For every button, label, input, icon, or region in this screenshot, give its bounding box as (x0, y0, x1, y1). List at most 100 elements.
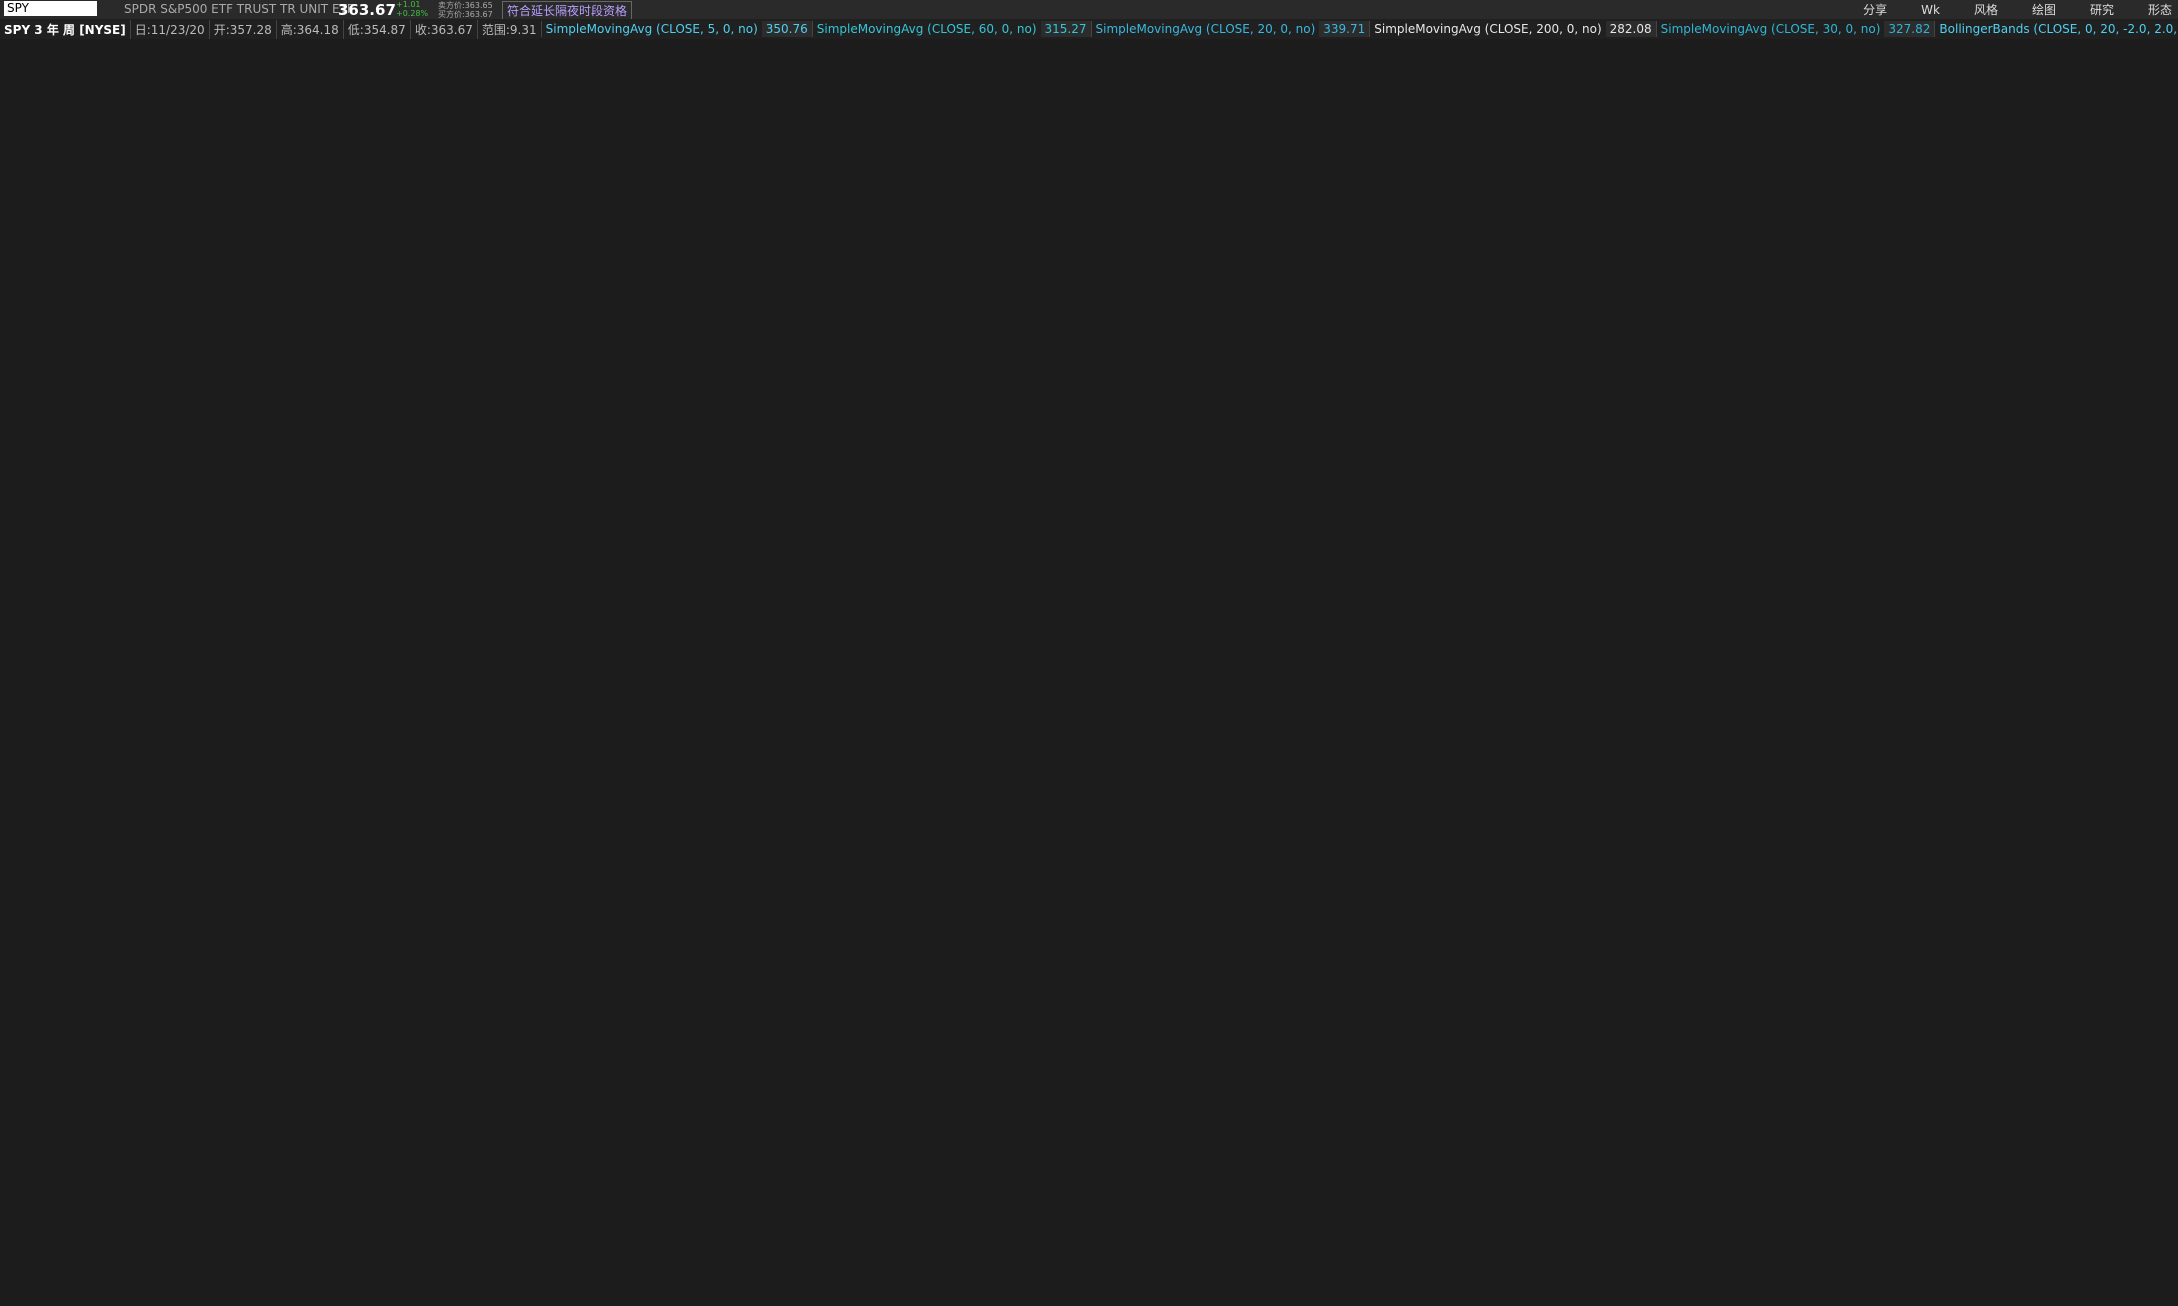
y-tick-label: 320 (2131, 238, 2154, 252)
macd-histogram-bar (1169, 856, 1178, 870)
study-name[interactable]: SimpleMovingAvg (CLOSE, 200, 0, no) (1369, 21, 1605, 37)
toolbar-button[interactable]: 分享 (1863, 3, 1888, 17)
study-name[interactable]: SimpleMovingAvg (CLOSE, 20, 0, no) (1090, 21, 1320, 37)
macd-avg: 10.5308 (264, 729, 310, 742)
candle-body (147, 385, 161, 400)
toolbar-button[interactable]: 绘图 (2031, 3, 2056, 17)
volume-bar (742, 707, 749, 722)
macd-histogram-bar (333, 864, 342, 870)
date-label: 年 (588, 1291, 600, 1305)
macd-histogram-bar (802, 857, 811, 870)
volume-bar (1150, 709, 1157, 722)
candle-body (1024, 281, 1038, 310)
macd-histogram-bar (884, 863, 893, 870)
toolbar-button[interactable]: 研究 (2089, 3, 2114, 17)
candle-body (820, 348, 834, 397)
macd-histogram-bar (1251, 869, 1260, 949)
toolbar-button[interactable]: Wk (1921, 2, 1940, 17)
candle-body (718, 348, 732, 377)
study-name[interactable]: SimpleMovingAvg (CLOSE, 5, 0, no) (540, 21, 762, 37)
macd-histogram-bar (7, 864, 15, 870)
candle-body (534, 395, 548, 403)
study-value: 339.71 (1319, 21, 1370, 37)
volume-bar (803, 709, 810, 722)
pane-title: 成交量 (6, 646, 39, 660)
macd-histogram-bar (1394, 824, 1403, 870)
volume-bar (946, 705, 953, 722)
candle-body (942, 318, 956, 353)
price-annotation: 低: 218.26 (1244, 599, 1301, 612)
toolbar-button[interactable]: 风格 (1973, 3, 1998, 17)
macd-histogram-bar (1047, 860, 1056, 870)
volume-bar (925, 704, 932, 722)
volume-bar (313, 705, 320, 722)
volume-bar (150, 702, 157, 722)
y-tick-label: 210 (2131, 605, 2154, 619)
last-price: 363.67 (338, 1, 396, 19)
study-name[interactable]: SimpleMovingAvg (CLOSE, 30, 0, no) (1655, 21, 1885, 37)
macd-histogram-bar (190, 869, 199, 884)
info-icon[interactable] (7, 44, 21, 58)
macd-histogram-bar (292, 868, 301, 870)
volume-bar (619, 704, 626, 722)
axis-badge-label: 1.3555 (2126, 851, 2165, 864)
candle-body (351, 371, 365, 380)
candle-body (371, 361, 385, 373)
axis-badge-label: 315.27 (2126, 255, 2165, 268)
macd-histogram-bar (761, 861, 770, 870)
volume-bar (1578, 707, 1585, 722)
background (0, 39, 2178, 1306)
macd-histogram-bar (1353, 836, 1362, 870)
volume-bar (436, 700, 443, 722)
candle-body (85, 358, 100, 390)
date-label: 年 (1122, 1291, 1134, 1305)
volume-bar (171, 696, 178, 722)
chip (268, 994, 290, 1013)
macd-histogram-bar (455, 869, 464, 871)
macd-histogram-bar (1598, 856, 1606, 870)
candle-body (1289, 355, 1303, 373)
macd-histogram-bar (1312, 857, 1321, 870)
macd-histogram-bar (1210, 869, 1219, 954)
ohlc-info: 收:363.67 (409, 19, 477, 39)
candle-body (228, 421, 243, 427)
ohlc-info: 高:364.18 (275, 19, 343, 39)
volume-bar (1456, 707, 1463, 722)
y-tick-label: 220 (2131, 572, 2154, 586)
candle-body (1391, 255, 1405, 313)
candle-body (187, 435, 202, 450)
volume-bar (1476, 704, 1483, 722)
date-label: 月 (630, 1291, 642, 1305)
macd-histogram-bar (1577, 861, 1586, 870)
study-name[interactable]: BollingerBands (CLOSE, 0, 20, -2.0, 2.0,… (1934, 21, 2178, 37)
macd-histogram-bar (1230, 869, 1239, 988)
macd-histogram-bar (1006, 869, 1015, 871)
toolbar-button[interactable]: 形态 (2147, 3, 2172, 17)
axis-badge-label: 327.82 (2126, 214, 2165, 227)
macd-diff: 1.3555 (317, 729, 356, 742)
y-tick-label: 250 (2131, 472, 2154, 486)
session-badge[interactable]: 符合延长隔夜时段资格 (502, 1, 633, 20)
bid: 卖方价:363.65 (438, 1, 493, 10)
volume-bar (783, 705, 790, 722)
y-tick-label: 50 (2131, 1167, 2146, 1181)
candle-body (697, 375, 712, 397)
y-tick-label: 270 (2131, 405, 2154, 419)
price-annotation: 高: 364.38 (1584, 71, 1641, 85)
macd-histogram-bar (374, 861, 383, 870)
axis-badge (2123, 254, 2175, 269)
volume-bar (517, 696, 524, 722)
trend-line (6, 371, 1603, 601)
volume-bar (334, 707, 341, 722)
chip (358, 726, 373, 745)
macd-histogram-bar (986, 869, 995, 875)
candle-body (167, 385, 181, 450)
axis-badge (2123, 1238, 2175, 1253)
volume-bar (1007, 707, 1014, 722)
symbol-input[interactable]: SPY (4, 1, 97, 16)
volume-bar (1231, 671, 1238, 722)
volume-bar (660, 707, 667, 722)
study-name[interactable]: SimpleMovingAvg (CLOSE, 60, 0, no) (811, 21, 1041, 37)
macd-histogram-bar (618, 869, 627, 875)
candle-body (1268, 355, 1283, 430)
